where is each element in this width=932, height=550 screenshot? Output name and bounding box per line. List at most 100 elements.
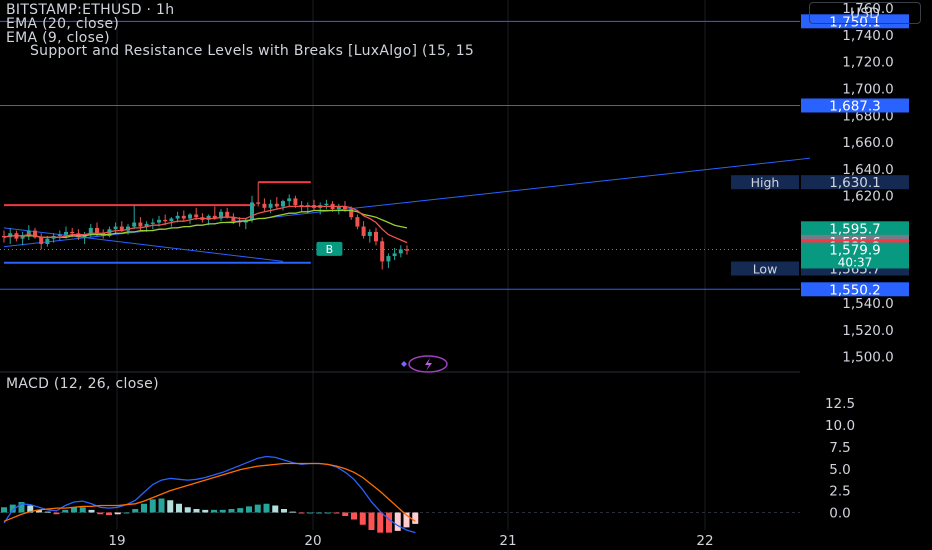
macd-histogram-bar xyxy=(53,512,60,515)
ema20-legend[interactable]: EMA (20, close) xyxy=(6,16,120,32)
tag-label: Low xyxy=(753,262,778,277)
macd-histogram-bar xyxy=(141,503,147,513)
candle xyxy=(206,215,211,220)
candle xyxy=(70,231,75,234)
candle xyxy=(163,219,168,222)
macd-histogram-bar xyxy=(403,512,410,528)
candle xyxy=(157,219,161,223)
macd-histogram-bar xyxy=(44,511,51,513)
candle xyxy=(281,201,285,207)
candle xyxy=(361,226,366,236)
macd-histogram-bar xyxy=(1,507,7,513)
time-axis-label: 22 xyxy=(696,533,713,549)
candle xyxy=(113,226,118,230)
macd-histogram-bar xyxy=(307,512,314,514)
candle xyxy=(20,235,25,239)
ema9-legend[interactable]: EMA (9, close) xyxy=(6,30,110,46)
candle xyxy=(256,202,261,204)
price-tick-label: 1,760.0 xyxy=(842,1,894,17)
macd-histogram-bar xyxy=(412,512,419,524)
macd-histogram-bar xyxy=(377,512,384,533)
macd-histogram-bar xyxy=(316,512,322,514)
macd-histogram-bar xyxy=(167,500,174,513)
macd-histogram-bar xyxy=(263,503,270,513)
price-tick-label: 1,540.0 xyxy=(842,296,894,312)
macd-histogram-bar xyxy=(132,509,139,513)
lightning-bolt-icon xyxy=(425,358,432,371)
candle xyxy=(392,253,397,257)
candle xyxy=(64,231,68,235)
trendline xyxy=(3,227,284,262)
price-tag-text: 1,595.7 xyxy=(829,221,881,237)
price-tag-text: 1,687.3 xyxy=(829,99,881,115)
macd-histogram-bar xyxy=(368,512,375,530)
ema20-line xyxy=(3,209,408,238)
macd-tick-label: 5.0 xyxy=(829,462,850,478)
macd-histogram-bar xyxy=(351,512,357,520)
price-tick-label: 1,740.0 xyxy=(842,28,894,44)
price-tag xyxy=(801,14,909,29)
candle xyxy=(45,238,50,244)
macd-histogram-bar xyxy=(79,507,86,513)
macd-histogram-bar xyxy=(62,509,69,513)
candle xyxy=(225,211,230,218)
candle xyxy=(367,231,372,236)
candle xyxy=(144,223,149,227)
candle xyxy=(374,231,378,242)
macd-tick-label: 0.0 xyxy=(829,506,850,522)
macd-histogram-bar xyxy=(281,509,287,513)
candle xyxy=(343,206,347,210)
candle xyxy=(398,249,403,254)
candle xyxy=(169,218,174,222)
last-price-tag xyxy=(801,242,909,269)
macd-histogram-bar xyxy=(123,512,130,514)
macd-histogram-bar xyxy=(9,504,16,513)
macd-histogram-bar xyxy=(272,505,279,513)
macd-tick-label: 7.5 xyxy=(829,440,850,456)
price-tag xyxy=(801,98,909,113)
candle xyxy=(212,215,217,219)
candle xyxy=(150,222,155,224)
candle xyxy=(324,203,329,206)
candle xyxy=(138,222,143,227)
macd-histogram-bar xyxy=(36,509,42,513)
macd-histogram-bar xyxy=(289,511,296,513)
candle xyxy=(33,230,37,238)
macd-tick-label: 10.0 xyxy=(825,418,855,434)
symbol-title[interactable]: BITSTAMP:ETHUSD · 1h xyxy=(6,2,175,18)
price-tick-label: 1,620.0 xyxy=(842,189,894,205)
macd-histogram-bar xyxy=(342,512,349,516)
sr-indicator-legend[interactable]: Support and Resistance Levels with Break… xyxy=(30,43,475,59)
macd-histogram-bar xyxy=(359,512,366,525)
macd-legend[interactable]: MACD (12, 26, close) xyxy=(6,376,159,392)
price-tick-label: 1,640.0 xyxy=(842,162,894,178)
break-label: B xyxy=(326,243,334,256)
macd-histogram-bar xyxy=(27,505,34,513)
macd-histogram-bar xyxy=(219,509,226,513)
macd-histogram-bar xyxy=(246,506,252,513)
price-tick-label: 1,700.0 xyxy=(842,81,894,97)
currency-button[interactable]: USD xyxy=(809,2,921,24)
candle xyxy=(119,226,124,231)
candle xyxy=(175,215,180,219)
candle xyxy=(268,203,273,208)
candle xyxy=(132,222,137,227)
candle xyxy=(231,217,236,222)
macd-histogram-bar xyxy=(97,512,104,515)
candle xyxy=(349,209,354,218)
price-tag-text: 1,550.2 xyxy=(829,282,881,298)
candle xyxy=(293,198,298,206)
candle xyxy=(188,214,192,219)
last-price-text: 1,579.9 xyxy=(829,242,881,258)
macd-histogram-bar xyxy=(254,504,261,513)
candle xyxy=(2,235,6,238)
price-tick-label: 1,520.0 xyxy=(842,323,894,339)
candle xyxy=(380,241,385,262)
macd-histogram-bar xyxy=(228,509,235,513)
macd-histogram-bar xyxy=(394,512,401,531)
candle xyxy=(262,203,267,208)
price-tick-label: 1,720.0 xyxy=(842,55,894,71)
tag-label: High xyxy=(751,175,780,190)
